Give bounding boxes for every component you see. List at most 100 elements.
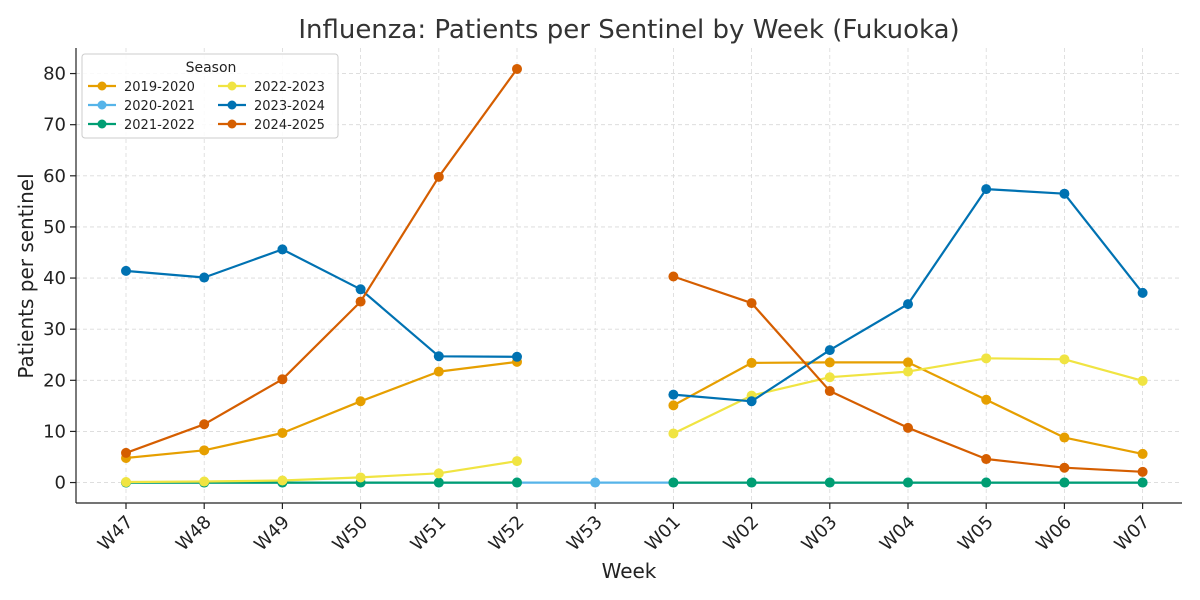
data-point	[1059, 188, 1070, 199]
y-tick-label: 70	[43, 115, 66, 136]
data-point	[1137, 448, 1148, 459]
data-point	[433, 477, 444, 488]
y-axis-ticks: 0 10 20 30 40 50 60 70 80	[43, 64, 76, 494]
data-point	[668, 389, 679, 400]
data-point	[433, 351, 444, 362]
series-2019-2020	[121, 356, 1148, 464]
data-point	[746, 298, 757, 309]
data-point	[824, 386, 835, 397]
legend-swatch-marker	[227, 100, 237, 110]
y-tick-label: 50	[43, 217, 66, 238]
legend-swatch-marker	[97, 100, 107, 110]
series-2022-2023	[121, 353, 1148, 488]
data-point	[981, 184, 992, 195]
legend-label: 2019-2020	[124, 80, 195, 95]
axes	[75, 48, 1182, 504]
data-point	[512, 351, 522, 362]
data-point	[1137, 466, 1148, 477]
data-point	[1059, 432, 1070, 443]
legend-label: 2020-2021	[124, 99, 195, 114]
x-tick-label: W51	[407, 512, 451, 556]
legend-item: 2019-2020	[88, 80, 195, 95]
legend-swatch-marker	[97, 81, 107, 91]
data-point	[355, 284, 366, 295]
legend-label: 2022-2023	[254, 80, 325, 95]
data-point	[277, 475, 288, 486]
data-point	[1059, 462, 1070, 473]
x-tick-label: W53	[563, 512, 607, 556]
chart-title: Influenza: Patients per Sentinel by Week…	[298, 15, 959, 45]
data-point	[903, 477, 913, 488]
legend-item: 2021-2022	[88, 118, 195, 133]
data-point	[824, 372, 835, 383]
x-tick-label: W06	[1032, 512, 1076, 556]
data-point	[277, 374, 288, 385]
data-point	[355, 472, 366, 483]
data-point	[824, 345, 835, 356]
legend-label: 2023-2024	[254, 99, 325, 114]
x-tick-label: W50	[329, 512, 373, 556]
legend-swatch-marker	[97, 119, 107, 129]
data-point	[199, 476, 210, 487]
data-point	[903, 366, 913, 377]
legend-item: 2023-2024	[218, 99, 325, 114]
series-line	[125, 460, 518, 484]
y-tick-label: 10	[43, 421, 66, 442]
data-point	[746, 396, 757, 407]
data-point	[1059, 477, 1070, 488]
series-line	[125, 248, 518, 358]
data-point	[1137, 287, 1148, 298]
data-point	[277, 244, 288, 255]
y-tick-label: 30	[43, 319, 66, 340]
series-line	[125, 360, 518, 460]
data-point	[277, 427, 288, 438]
data-point	[199, 419, 210, 430]
y-tick-label: 40	[43, 268, 66, 289]
data-point	[121, 265, 131, 276]
y-tick-label: 80	[43, 64, 66, 85]
data-point	[824, 357, 835, 368]
x-tick-label: W49	[250, 512, 294, 556]
data-point	[512, 477, 522, 488]
data-point	[824, 477, 835, 488]
data-point	[746, 477, 757, 488]
series-2024-2025	[121, 63, 1148, 477]
data-point	[981, 477, 992, 488]
x-axis-title: Week	[602, 559, 657, 583]
y-tick-label: 20	[43, 370, 66, 391]
data-point	[668, 400, 679, 411]
legend-label: 2024-2025	[254, 118, 325, 133]
y-tick-label: 60	[43, 166, 66, 187]
legend-swatch-marker	[227, 81, 237, 91]
data-point	[668, 477, 679, 488]
data-point	[903, 357, 913, 368]
x-axis-ticks: W47 W48 W49 W50 W51 W52 W53 W01 W02 W03 W04 W05 W06 W…	[94, 503, 1154, 555]
data-point	[199, 445, 210, 456]
series	[121, 63, 1148, 488]
x-tick-label: W52	[485, 512, 529, 556]
data-point	[512, 63, 522, 74]
legend-frame	[81, 53, 339, 139]
data-point	[355, 296, 366, 307]
x-tick-label: W03	[798, 512, 842, 556]
data-point	[1059, 354, 1070, 365]
x-tick-label: W01	[641, 512, 685, 556]
data-point	[121, 477, 131, 488]
data-point	[668, 428, 679, 439]
data-point	[590, 477, 601, 488]
series-2023-2024	[121, 184, 1148, 407]
legend: Season 2019-2020 2020-2021 2021-2022 2022-2…	[81, 53, 339, 139]
legend-item: 2020-2021	[88, 99, 195, 114]
data-point	[199, 272, 210, 283]
legend-title: Season	[186, 60, 237, 76]
legend-label: 2021-2022	[124, 118, 195, 133]
y-axis-title: Patients per sentinel	[14, 173, 38, 378]
series-line	[125, 68, 518, 454]
x-tick-label: W48	[172, 512, 216, 556]
data-point	[981, 454, 992, 465]
data-point	[355, 396, 366, 407]
data-point	[433, 366, 444, 377]
x-tick-label: W05	[954, 512, 998, 556]
